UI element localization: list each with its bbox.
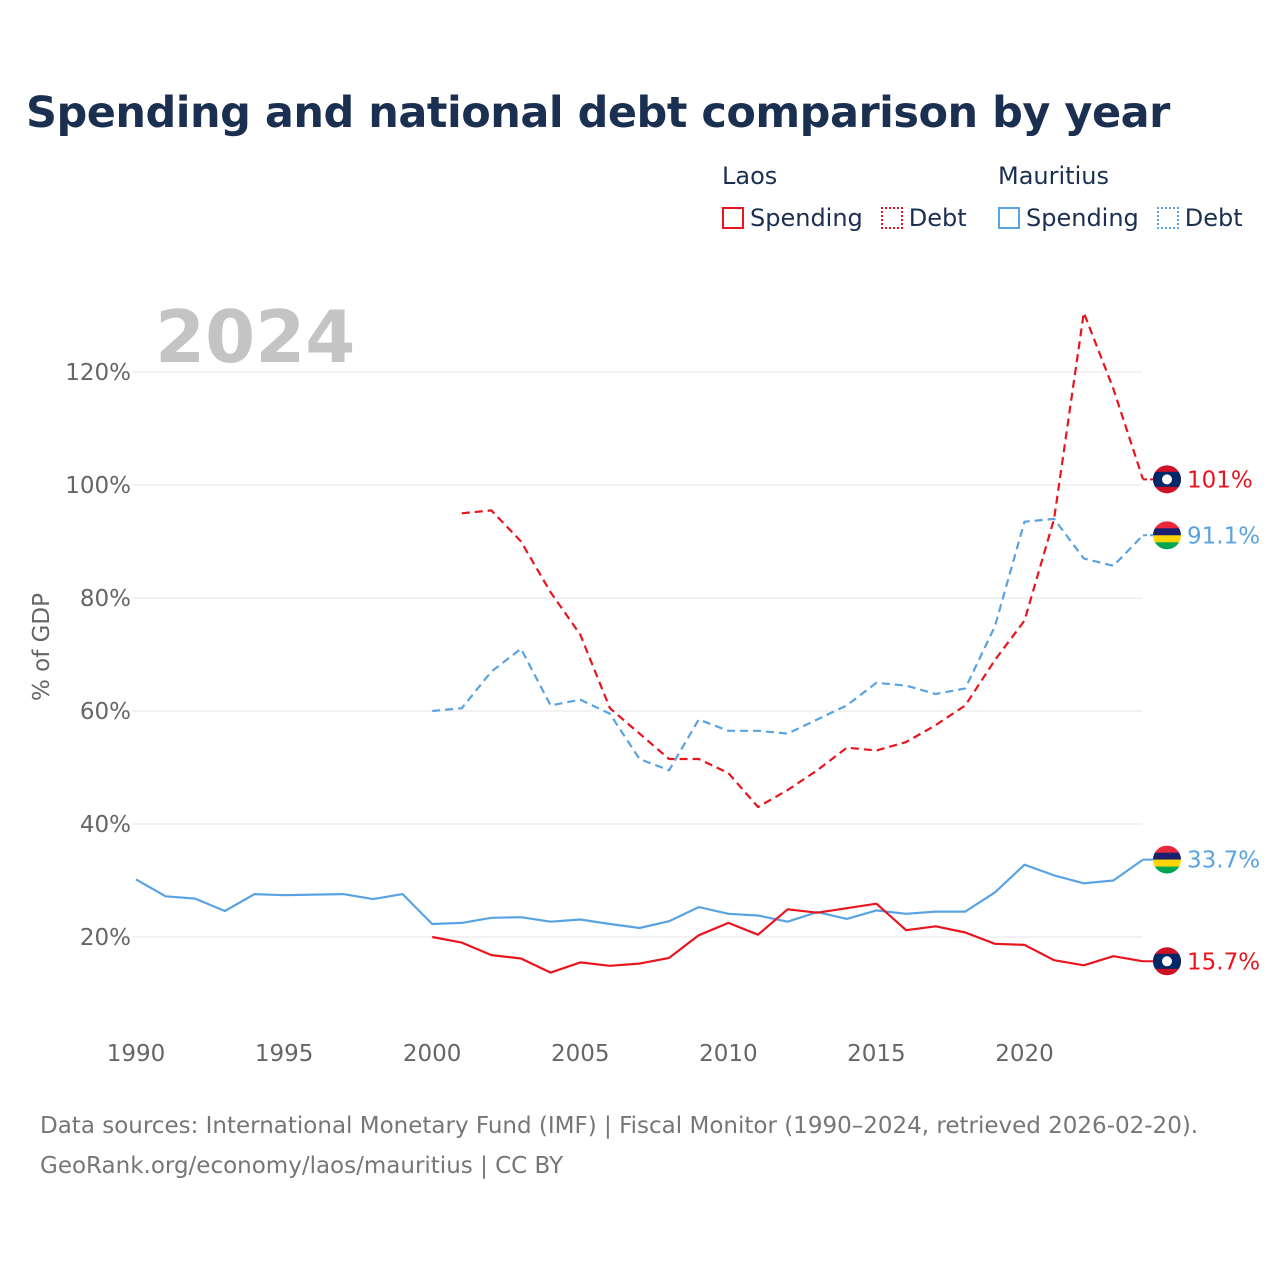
chart-title: Spending and national debt comparison by… — [26, 88, 1170, 138]
grid-lines — [132, 371, 1142, 938]
series-lines — [135, 311, 1145, 974]
y-axis-title: % of GDP — [29, 593, 55, 701]
x-tick-label: 2000 — [403, 1041, 462, 1067]
legend-label: Debt — [908, 204, 967, 232]
series-line-mauritius-debt[interactable] — [432, 517, 1144, 772]
legend-label: Debt — [1184, 204, 1243, 232]
legend-group-title: Mauritius — [998, 162, 1109, 190]
legend-label: Spending — [1026, 204, 1139, 232]
x-axis-ticks: 1990 1995 2000 2005 2010 2015 2020 — [107, 1041, 1054, 1067]
legend-swatch-solid — [722, 207, 744, 229]
y-tick-label: 100% — [65, 473, 131, 499]
x-tick-label: 2020 — [995, 1041, 1054, 1067]
legend-label: Spending — [750, 204, 863, 232]
x-tick-label: 1990 — [107, 1041, 166, 1067]
legend-group-laos: Laos Spending Debt — [722, 162, 967, 232]
legend-swatch-solid — [998, 207, 1020, 229]
line-chart: 2024 % of GDP 1990 1995 2000 2005 2010 2015 20… — [29, 295, 1260, 1067]
y-tick-label: 80% — [80, 586, 131, 612]
end-value-label: 33.7% — [1187, 848, 1260, 874]
legend-item-mauritius-spending[interactable]: Spending — [998, 204, 1139, 232]
y-tick-label: 60% — [80, 699, 131, 725]
laos-flag-icon — [1153, 947, 1181, 976]
end-value-label: 91.1% — [1187, 523, 1260, 549]
x-tick-label: 2010 — [699, 1041, 758, 1067]
footer: Data sources: International Monetary Fun… — [40, 1106, 1198, 1186]
mauritius-flag-icon — [1153, 845, 1181, 874]
end-markers: 101% 91.1% 33.7% 15.7% — [1143, 465, 1260, 976]
x-tick-label: 2015 — [847, 1041, 906, 1067]
legend-group-mauritius: Mauritius Spending Debt — [998, 162, 1243, 232]
legend-item-mauritius-debt[interactable]: Debt — [1156, 204, 1243, 232]
end-value-label: 101% — [1187, 467, 1253, 493]
year-watermark: 2024 — [155, 295, 355, 379]
legend-item-laos-debt[interactable]: Debt — [880, 204, 967, 232]
source-note: Data sources: International Monetary Fun… — [40, 1113, 1199, 1139]
legend-swatch-dotted — [1156, 207, 1179, 229]
series-line-mauritius-spending[interactable] — [135, 858, 1144, 930]
legend-group-title: Laos — [722, 162, 778, 190]
series-line-laos-spending[interactable] — [431, 902, 1144, 974]
laos-flag-icon — [1153, 465, 1181, 494]
y-tick-label: 120% — [65, 360, 131, 386]
y-axis-ticks: 20% 40% 60% 80% 100% 120% — [65, 360, 131, 951]
x-tick-label: 1995 — [255, 1041, 314, 1067]
end-value-label: 15.7% — [1187, 949, 1260, 975]
y-tick-label: 40% — [80, 812, 131, 838]
y-tick-label: 20% — [80, 925, 131, 951]
legend-swatch-dotted — [880, 207, 903, 229]
legend-item-laos-spending[interactable]: Spending — [722, 204, 863, 232]
attribution-link[interactable]: GeoRank.org/economy/laos/mauritius | CC … — [40, 1153, 564, 1179]
series-line-laos-debt[interactable] — [461, 311, 1145, 809]
x-tick-label: 2005 — [551, 1041, 610, 1067]
mauritius-flag-icon — [1153, 521, 1181, 550]
